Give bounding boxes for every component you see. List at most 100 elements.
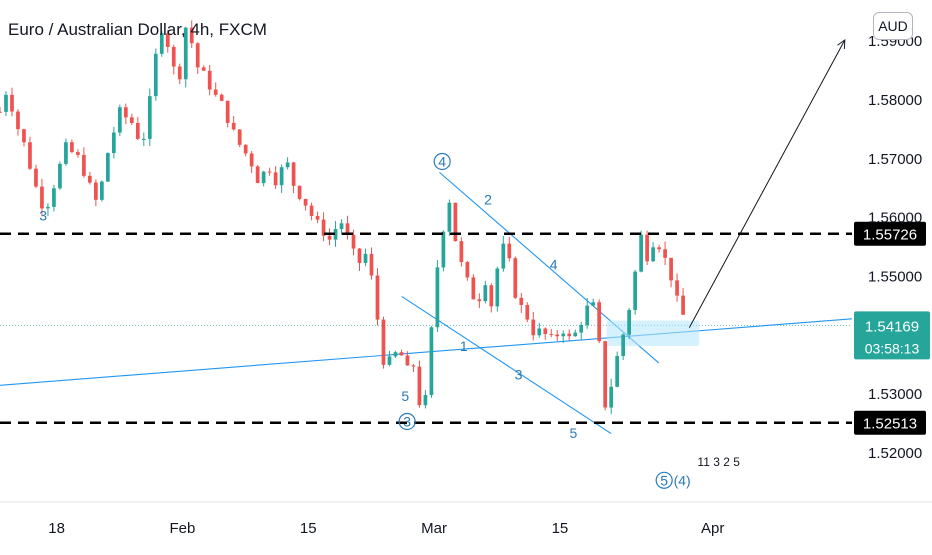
candle-body [189, 27, 194, 44]
candle-body [423, 395, 428, 406]
candle-body [70, 142, 74, 153]
candle-body [34, 168, 38, 187]
candle-body [657, 247, 661, 250]
candle-body [201, 67, 206, 71]
candle-body [381, 319, 386, 365]
wave-label: (4) [674, 472, 691, 488]
candle-body [0, 111, 2, 113]
key-level-label: 1.55726 [863, 226, 917, 243]
candle-body [327, 235, 332, 240]
candle-body [663, 249, 667, 258]
candle-body [315, 215, 320, 220]
candle-body [681, 295, 685, 315]
candle-body [543, 328, 548, 334]
candle-body [579, 325, 584, 333]
candle-body [267, 171, 272, 173]
candle-body [303, 198, 308, 206]
candle-body [513, 258, 518, 298]
wave-label: 4 [438, 153, 446, 169]
key-level-badge [854, 221, 926, 246]
candle-body [627, 309, 632, 335]
candle-body [435, 267, 440, 328]
candle-body [357, 248, 362, 263]
candle-body [495, 268, 500, 307]
wave-label: 5 [401, 388, 409, 404]
candle-body [273, 172, 278, 186]
wave-label: 5 [569, 425, 577, 441]
candle-body [393, 352, 398, 357]
candle-body [411, 365, 416, 367]
candle-body [231, 122, 236, 130]
candle-body [28, 142, 32, 169]
candle-body [351, 235, 356, 249]
candle-body [207, 70, 212, 90]
time-tick-label: 15 [300, 520, 317, 537]
price-tick-label: 1.57000 [868, 151, 922, 168]
candle-body [519, 297, 524, 306]
candle-body [597, 302, 602, 342]
candle-body [453, 202, 458, 242]
candle-body [369, 253, 374, 276]
candle-body [82, 154, 86, 176]
candle-body [609, 386, 614, 408]
candle-body [129, 117, 134, 124]
wave-circle [655, 471, 673, 489]
candle-body [645, 234, 649, 262]
price-tick-label: 1.55000 [868, 268, 922, 285]
candle-body [147, 96, 152, 139]
candle-body [153, 53, 158, 97]
wave-label: 3 [39, 208, 47, 224]
wave-label: 1 [460, 338, 468, 354]
candle-body [225, 100, 230, 123]
key-level-badge [854, 410, 926, 435]
overlay-annotation: 11 3 2 5 [697, 455, 740, 469]
demand-zone [606, 320, 700, 346]
candle-body [537, 328, 542, 336]
time-tick-label: 15 [552, 520, 569, 537]
candle-body [615, 355, 620, 387]
candle-body [64, 142, 68, 164]
candle-body [573, 332, 578, 337]
candle-body [345, 223, 350, 236]
candle-body [88, 175, 92, 183]
candle-body [321, 219, 326, 236]
candle-body [531, 319, 536, 336]
key-level-label: 1.52513 [863, 415, 917, 432]
time-tick-label: Feb [170, 520, 196, 537]
candle-body [10, 94, 14, 112]
candle-body [591, 302, 596, 306]
projection-arrow-line [688, 39, 846, 328]
price-tick-label: 1.56000 [868, 210, 922, 227]
candle-body [507, 243, 512, 259]
candle-body [165, 33, 170, 47]
time-tick-label: Apr [701, 520, 724, 537]
candle-body [429, 327, 434, 396]
candle-body [483, 285, 488, 302]
support-trendline [0, 318, 853, 386]
currency-button[interactable]: AUD [873, 12, 913, 40]
countdown-label: 03:58:13 [865, 340, 920, 356]
current-price-badge [854, 311, 930, 360]
candle-body [249, 153, 254, 167]
candle-body [183, 27, 188, 80]
candle-body [459, 241, 464, 262]
candle-body [621, 334, 626, 356]
candle-body [555, 334, 560, 337]
candle-body [111, 132, 116, 154]
candle-body [237, 129, 242, 145]
projection-arrow-head [837, 38, 846, 50]
candle-body [177, 66, 182, 80]
candle-body [375, 275, 380, 320]
candle-body [333, 229, 338, 240]
candle-body [639, 234, 643, 272]
candle-body [4, 94, 8, 112]
candle-body [261, 171, 266, 184]
candle-body [441, 231, 446, 268]
candle-body [633, 271, 637, 310]
candle-body [549, 333, 554, 335]
candle-body [651, 247, 655, 262]
candle-body [501, 243, 506, 269]
candle-body [105, 153, 110, 182]
candle-body [489, 285, 494, 307]
